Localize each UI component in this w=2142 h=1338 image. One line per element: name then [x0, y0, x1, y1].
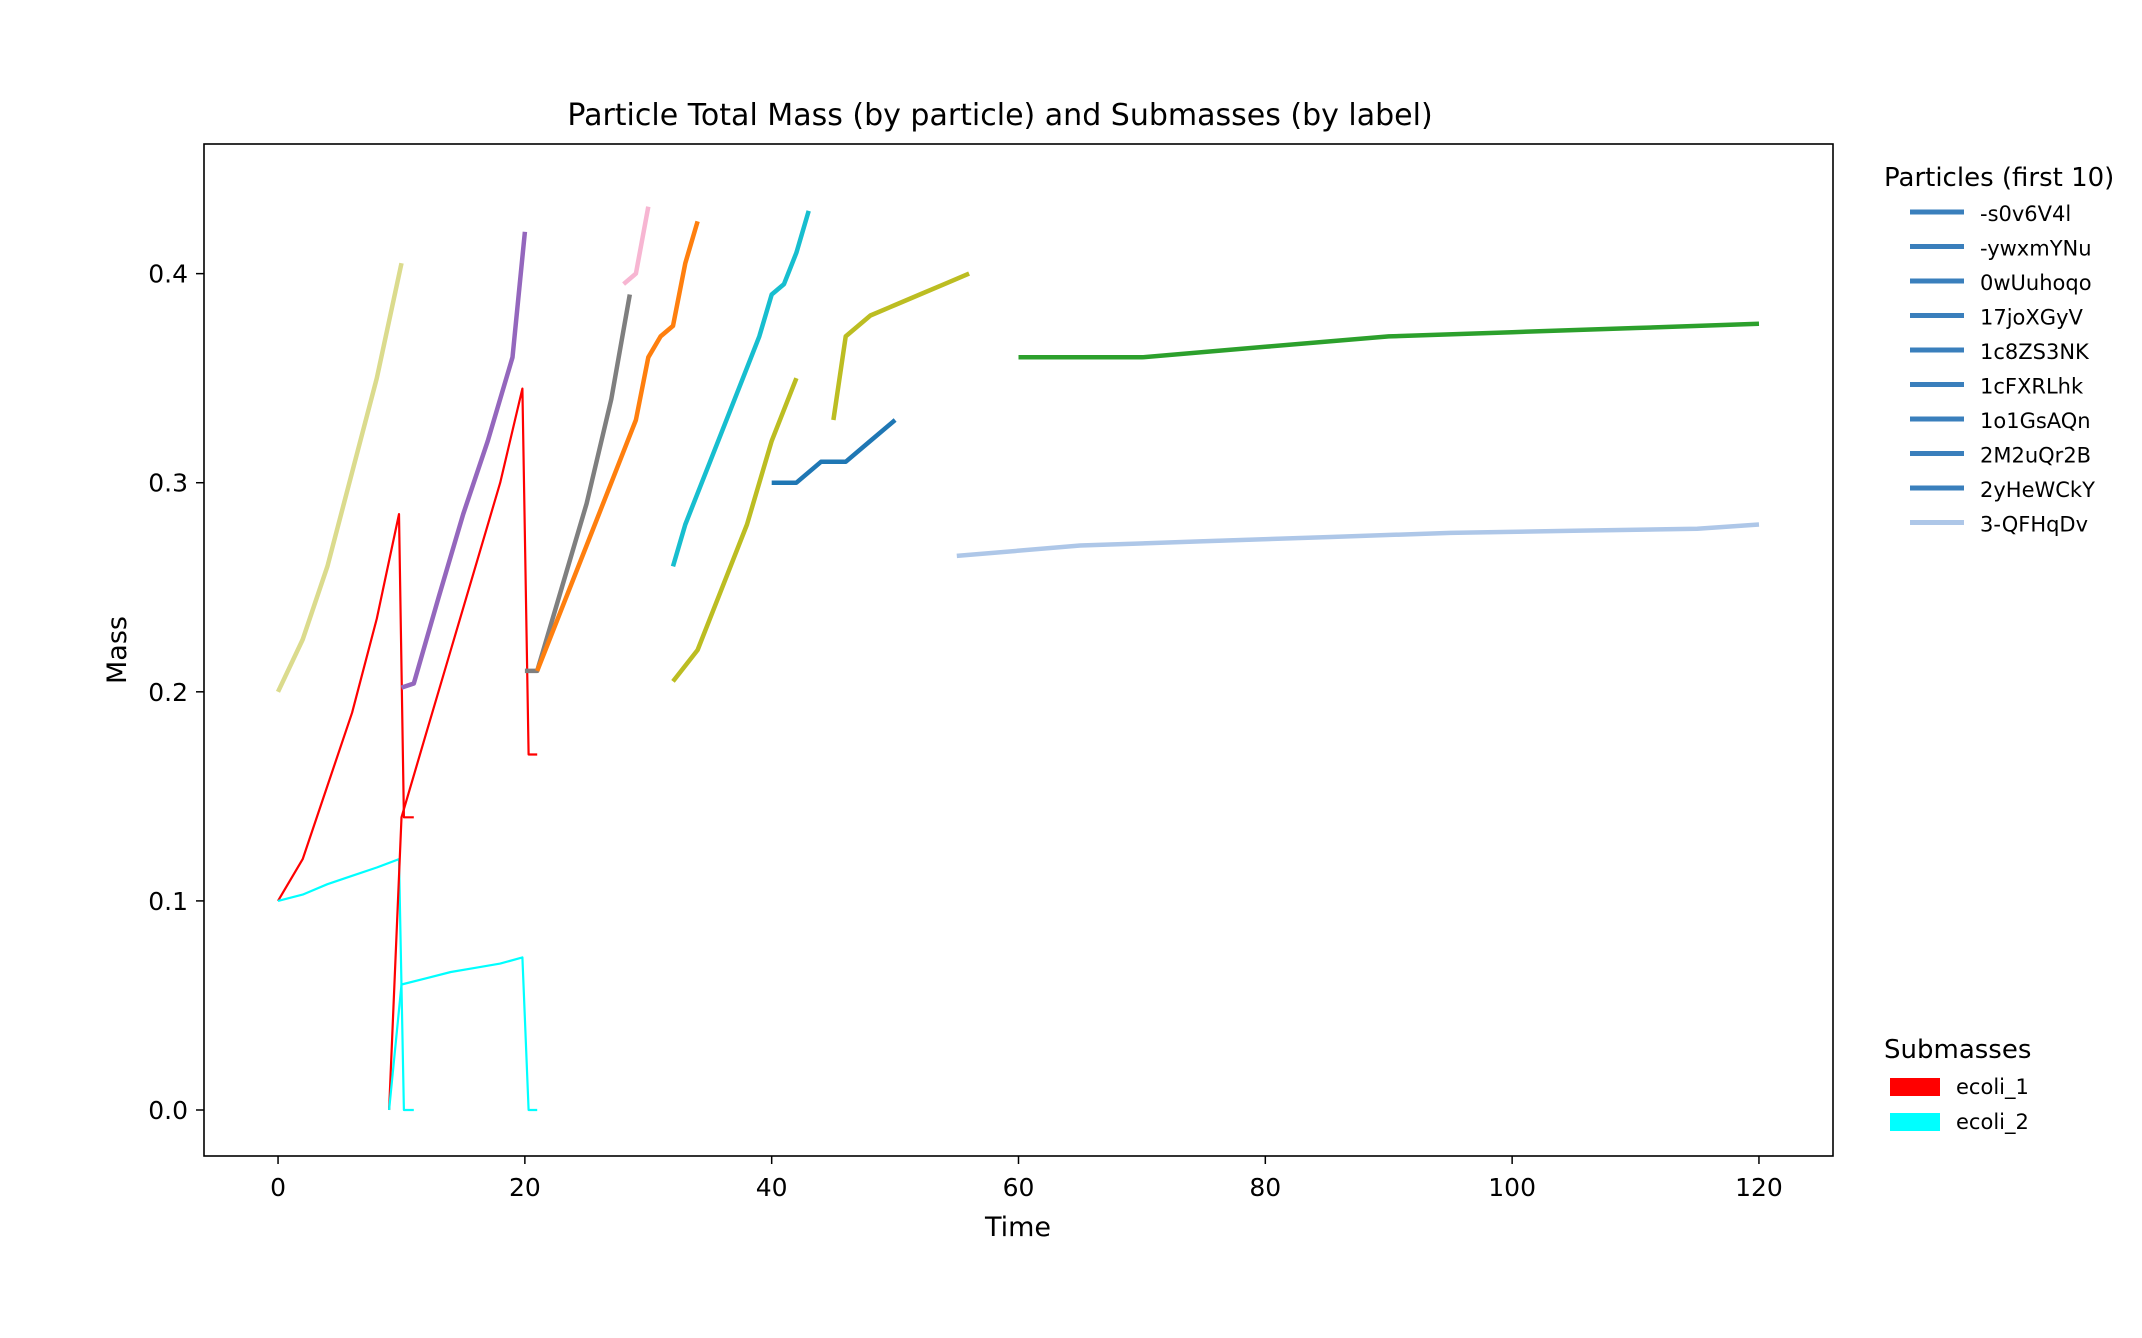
series-line-10 [671, 377, 799, 683]
y-tick-label: 0.4 [148, 260, 188, 289]
series-line-8 [622, 206, 651, 286]
legend-particle-label: 3-QFHqDv [1980, 513, 2088, 537]
legend-particle-label: 1o1GsAQn [1980, 409, 2091, 433]
series-line-13 [1018, 321, 1760, 360]
series-line-14 [956, 522, 1760, 559]
legend-particle-label: 17joXGyV [1980, 306, 2083, 330]
series-line-2 [277, 857, 414, 1112]
legend-particle-label: 0wUuhoqo [1980, 271, 2092, 295]
legend-submasses-entries: ecoli_1 ecoli_2 [1890, 1075, 2029, 1135]
y-tick-label: 0.1 [148, 887, 188, 916]
y-axis-label: Mass [102, 616, 133, 684]
legend-particles: Particles (first 10) -s0v6V4l -ywxmYNu 0wU… [1884, 163, 2114, 537]
legend-submass-swatch [1890, 1113, 1940, 1131]
x-tick-label: 40 [756, 1173, 788, 1202]
legend-particle-label: 1c8ZS3NK [1980, 340, 2090, 364]
series-line-6 [524, 294, 633, 674]
y-tick-label: 0.2 [148, 678, 188, 707]
series-line-3 [400, 231, 528, 690]
series-line-5 [388, 956, 538, 1112]
legend-particle-label: -s0v6V4l [1980, 202, 2071, 226]
x-axis-label: Time [984, 1212, 1051, 1243]
x-axis: 0 20 40 60 80 100 120 [270, 1156, 1783, 1202]
series-line-4 [388, 387, 538, 1111]
x-tick-label: 80 [1249, 1173, 1281, 1202]
chart-title: Particle Total Mass (by particle) and Su… [567, 98, 1432, 133]
series-line-7 [535, 220, 700, 672]
legend-submass-label: ecoli_1 [1956, 1075, 2029, 1100]
legend-particle-label: 2M2uQr2B [1980, 444, 2091, 468]
lines-layer [275, 206, 1760, 1112]
series-line-0 [275, 262, 404, 693]
legend-particle-label: -ywxmYNu [1980, 237, 2092, 261]
y-axis: 0.0 0.1 0.2 0.3 0.4 [148, 260, 204, 1125]
x-tick-label: 20 [509, 1173, 541, 1202]
legend-submass-label: ecoli_2 [1956, 1110, 2029, 1135]
plot-area [203, 143, 1834, 1157]
series-line-9 [670, 210, 811, 568]
y-tick-label: 0.3 [148, 469, 188, 498]
legend-particle-label: 2yHeWCkY [1980, 478, 2095, 502]
legend-particles-entries: -s0v6V4l -ywxmYNu 0wUuhoqo 17joXGyV 1c8ZS3NK… [1910, 202, 2095, 537]
series-line-11 [771, 418, 897, 485]
x-tick-label: 120 [1735, 1173, 1783, 1202]
x-tick-label: 0 [270, 1173, 286, 1202]
legend-submasses-title: Submasses [1884, 1035, 2031, 1065]
x-tick-label: 100 [1488, 1173, 1536, 1202]
y-tick-label: 0.0 [148, 1096, 188, 1125]
x-tick-label: 60 [1003, 1173, 1035, 1202]
legend-submass-swatch [1890, 1078, 1940, 1096]
series-line-12 [831, 271, 970, 421]
legend-particle-label: 1cFXRLhk [1980, 375, 2084, 399]
series-line-1 [277, 512, 414, 902]
legend-submasses: Submasses ecoli_1 ecoli_2 [1884, 1035, 2031, 1135]
legend-particles-title: Particles (first 10) [1884, 163, 2114, 193]
